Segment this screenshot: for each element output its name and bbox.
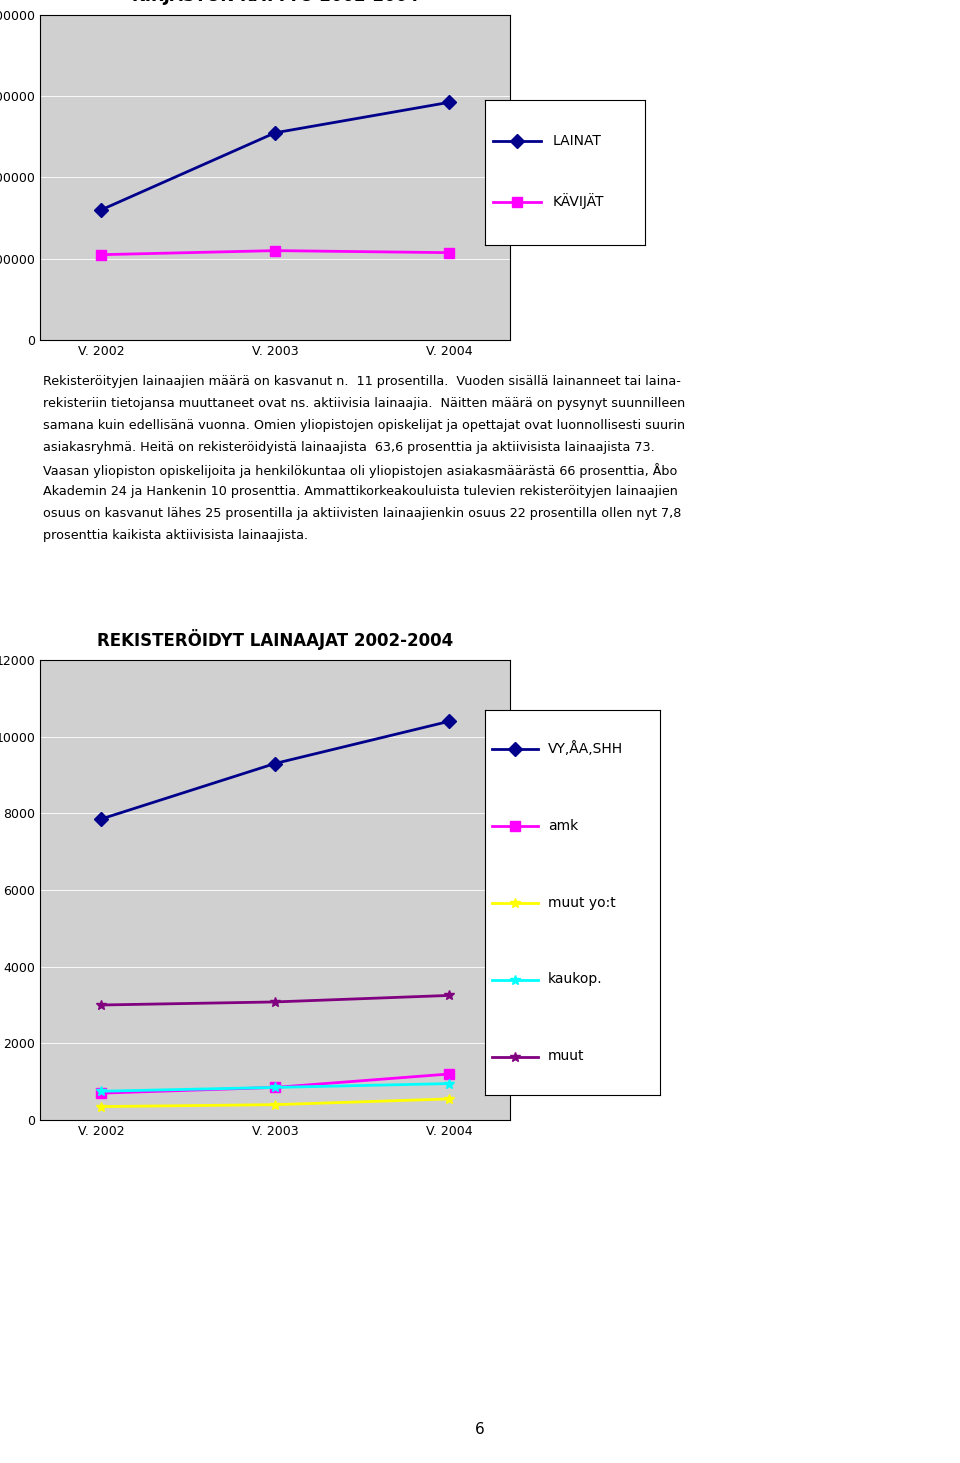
Text: Vaasan yliopiston opiskelijoita ja henkilökuntaa oli yliopistojen asiakasmääräst: Vaasan yliopiston opiskelijoita ja henki… <box>43 462 678 478</box>
Text: muut: muut <box>548 1049 585 1064</box>
Text: Rekisteröityjen lainaajien määrä on kasvanut n.  11 prosentilla.  Vuoden sisällä: Rekisteröityjen lainaajien määrä on kasv… <box>43 375 681 388</box>
Text: osuus on kasvanut lähes 25 prosentilla ja aktiivisten lainaajienkin osuus 22 pro: osuus on kasvanut lähes 25 prosentilla j… <box>43 508 682 519</box>
Text: amk: amk <box>548 818 578 832</box>
Text: Akademin 24 ja Hankenin 10 prosenttia. Ammattikorkeakouluista tulevien rekisterö: Akademin 24 ja Hankenin 10 prosenttia. A… <box>43 486 678 497</box>
Text: samana kuin edellisänä vuonna. Omien yliopistojen opiskelijat ja opettajat ovat : samana kuin edellisänä vuonna. Omien yli… <box>43 418 685 432</box>
Text: LAINAT: LAINAT <box>552 133 601 148</box>
Text: KÄVIJÄT: KÄVIJÄT <box>552 193 604 209</box>
Text: prosenttia kaikista aktiivisista lainaajista.: prosenttia kaikista aktiivisista lainaaj… <box>43 530 308 541</box>
Title: REKISTERÖIDYT LAINAAJAT 2002-2004: REKISTERÖIDYT LAINAAJAT 2002-2004 <box>97 629 453 650</box>
Text: VY,ÅA,SHH: VY,ÅA,SHH <box>548 742 623 756</box>
Text: 6: 6 <box>475 1422 485 1437</box>
Text: kaukop.: kaukop. <box>548 973 603 986</box>
Text: muut yo:t: muut yo:t <box>548 895 615 910</box>
Text: asiakasryhmä. Heitä on rekisteröidyistä lainaajista  63,6 prosenttia ja aktiivis: asiakasryhmä. Heitä on rekisteröidyistä … <box>43 440 655 454</box>
Title: KIRJASTON KÄYTTÖ 2002-2004: KIRJASTON KÄYTTÖ 2002-2004 <box>132 0 419 4</box>
Text: rekisteriin tietojansa muuttaneet ovat ns. aktiivisia lainaajia.  Näitten määrä : rekisteriin tietojansa muuttaneet ovat n… <box>43 396 685 410</box>
